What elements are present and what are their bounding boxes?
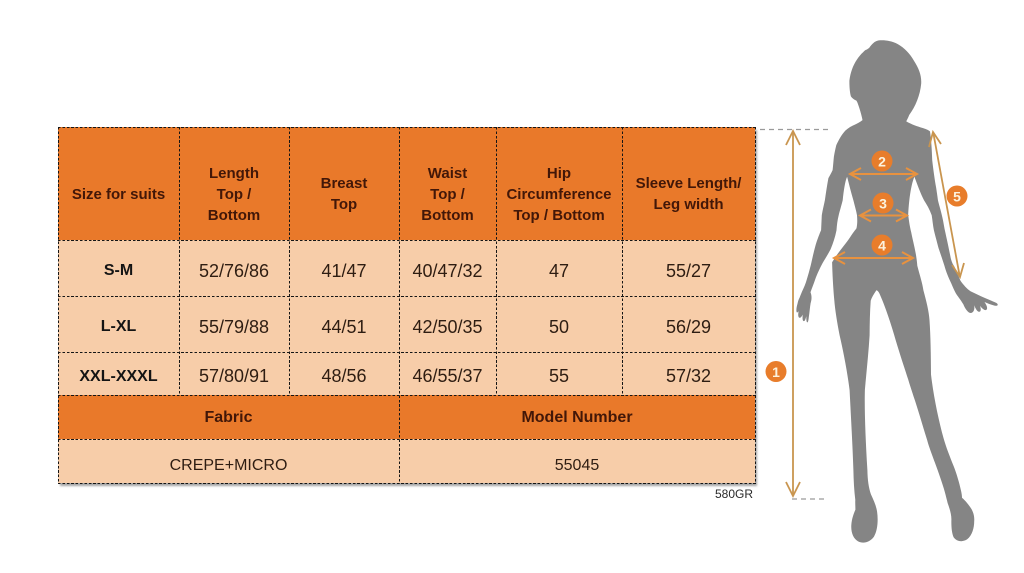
svg-text:2: 2	[878, 154, 886, 170]
svg-text:5: 5	[953, 189, 961, 205]
svg-text:1: 1	[772, 364, 780, 380]
svg-text:4: 4	[878, 238, 886, 254]
svg-text:3: 3	[879, 196, 887, 212]
